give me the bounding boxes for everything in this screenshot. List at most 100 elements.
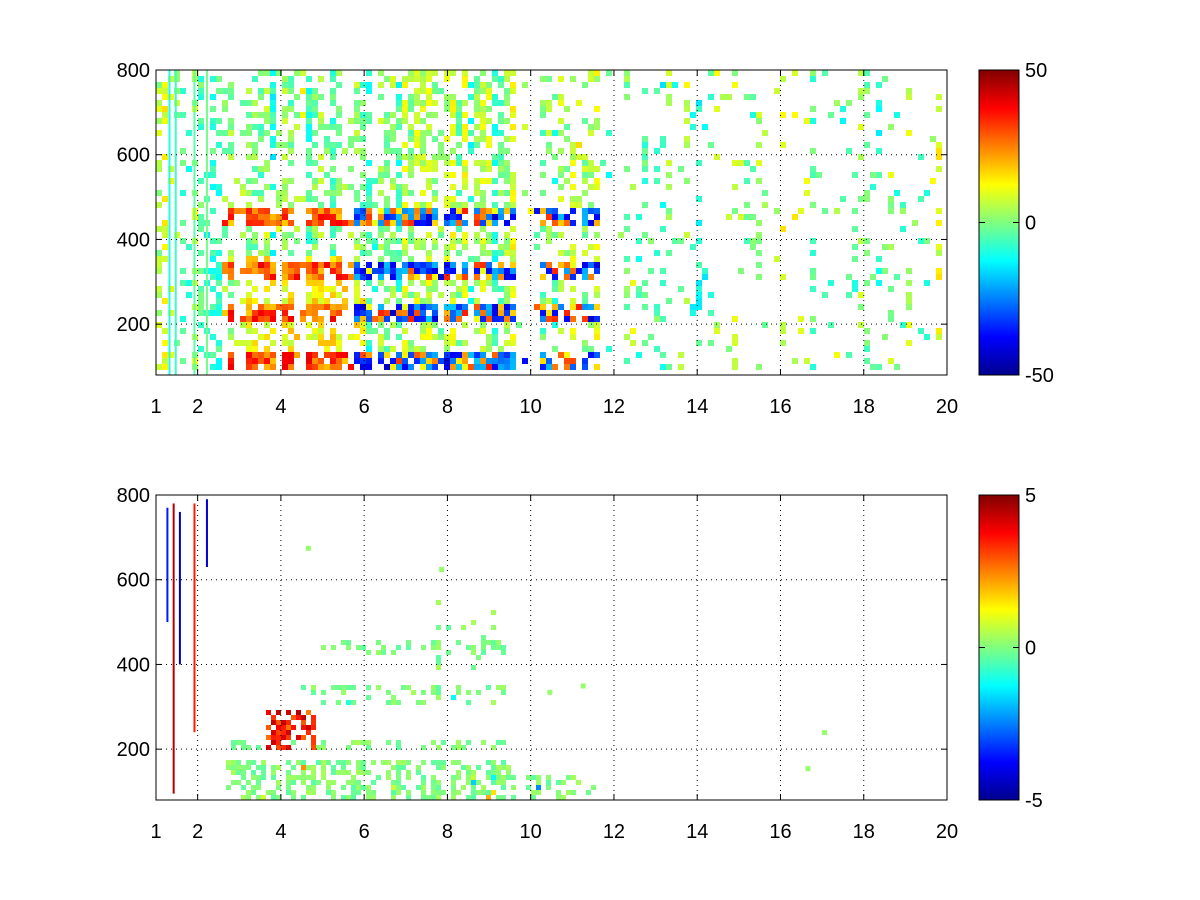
heatmap-cell (396, 172, 402, 178)
heatmap-cell (408, 148, 414, 154)
heatmap-cell (306, 710, 311, 715)
heatmap-cell (546, 298, 552, 304)
heatmap-cell (510, 262, 516, 268)
heatmap-cell (348, 166, 354, 172)
heatmap-cell (372, 286, 378, 292)
heatmap-cell (330, 286, 336, 292)
heatmap-cell (510, 202, 516, 208)
heatmap-cell (210, 310, 216, 316)
heatmap-cell (546, 148, 552, 154)
heatmap-cell (491, 765, 496, 770)
heatmap-cell (496, 765, 501, 770)
colorbar-tick-label: 0 (1025, 213, 1036, 235)
heatmap-cell (456, 208, 462, 214)
heatmap-cell (258, 220, 264, 226)
heatmap-cell (486, 640, 491, 645)
heatmap-cell (288, 130, 294, 136)
heatmap-cell (450, 160, 456, 166)
heatmap-cell (264, 160, 270, 166)
heatmap-cell (264, 250, 270, 256)
heatmap-cell (450, 106, 456, 112)
heatmap-cell (348, 274, 354, 280)
heatmap-cell (566, 790, 571, 795)
heatmap-cell (666, 160, 672, 166)
heatmap-cell (552, 154, 558, 160)
heatmap-cell (504, 118, 510, 124)
heatmap-cell (450, 112, 456, 118)
heatmap-cell (474, 262, 480, 268)
heatmap-cell (624, 82, 630, 88)
heatmap-cell (390, 358, 396, 364)
heatmap-cell (396, 775, 401, 780)
heatmap-cell (900, 208, 906, 214)
heatmap-cell (714, 154, 720, 160)
heatmap-cell (471, 795, 476, 800)
heatmap-cell (858, 238, 864, 244)
heatmap-cell (426, 352, 432, 358)
heatmap-cell (306, 730, 311, 735)
heatmap-cell (444, 274, 450, 280)
heatmap-cell (354, 292, 360, 298)
colorbar-tick-label: 0 (1025, 638, 1036, 660)
heatmap-cell (648, 268, 654, 274)
heatmap-cell (336, 346, 342, 352)
heatmap-cell (312, 214, 318, 220)
heatmap-cell (402, 214, 408, 220)
heatmap-cell (281, 735, 286, 740)
heatmap-cell (378, 268, 384, 274)
heatmap-cell (756, 118, 762, 124)
heatmap-cell (564, 106, 570, 112)
heatmap-cell (381, 645, 386, 650)
heatmap-cell (408, 310, 414, 316)
heatmap-cell (431, 785, 436, 790)
heatmap-cell (416, 770, 421, 775)
heatmap-cell (264, 268, 270, 274)
heatmap-cell (426, 130, 432, 136)
top-grid (155, 69, 948, 375)
heatmap-cell (301, 775, 306, 780)
heatmap-cell (642, 166, 648, 172)
heatmap-cell (406, 760, 411, 765)
x-tick-label: 20 (936, 396, 958, 418)
heatmap-cell (264, 118, 270, 124)
heatmap-cell (336, 274, 342, 280)
heatmap-cell (342, 184, 348, 190)
heatmap-cell (360, 340, 366, 346)
heatmap-cell (666, 70, 672, 76)
heatmap-cell (174, 100, 180, 106)
heatmap-cell (492, 220, 498, 226)
heatmap-cell (396, 700, 401, 705)
heatmap-cell (408, 70, 414, 76)
heatmap-cell (432, 178, 438, 184)
heatmap-cell (714, 106, 720, 112)
heatmap-cell (301, 760, 306, 765)
heatmap-cell (810, 238, 816, 244)
heatmap-cell (642, 88, 648, 94)
heatmap-cell (510, 244, 516, 250)
heatmap-cell (642, 232, 648, 238)
heatmap-cell (270, 124, 276, 130)
heatmap-cell (228, 202, 234, 208)
heatmap-cell (396, 190, 402, 196)
heatmap-cell (474, 142, 480, 148)
heatmap-cell (330, 88, 336, 94)
heatmap-cell (678, 286, 684, 292)
heatmap-cell (492, 256, 498, 262)
heatmap-cell (312, 160, 318, 166)
heatmap-cell (496, 770, 501, 775)
heatmap-cell (450, 268, 456, 274)
heatmap-cell (564, 178, 570, 184)
heatmap-cell (471, 775, 476, 780)
heatmap-cell (198, 310, 204, 316)
heatmap-cell (231, 770, 236, 775)
heatmap-cell (408, 268, 414, 274)
heatmap-cell (216, 250, 222, 256)
heatmap-cell (360, 124, 366, 130)
x-tick-label: 1 (150, 396, 161, 418)
bottom-colorbar: 50-5 (978, 485, 1043, 812)
x-tick-label: 12 (603, 396, 625, 418)
heatmap-cell (354, 244, 360, 250)
heatmap-cell (558, 94, 564, 100)
heatmap-cell (228, 82, 234, 88)
